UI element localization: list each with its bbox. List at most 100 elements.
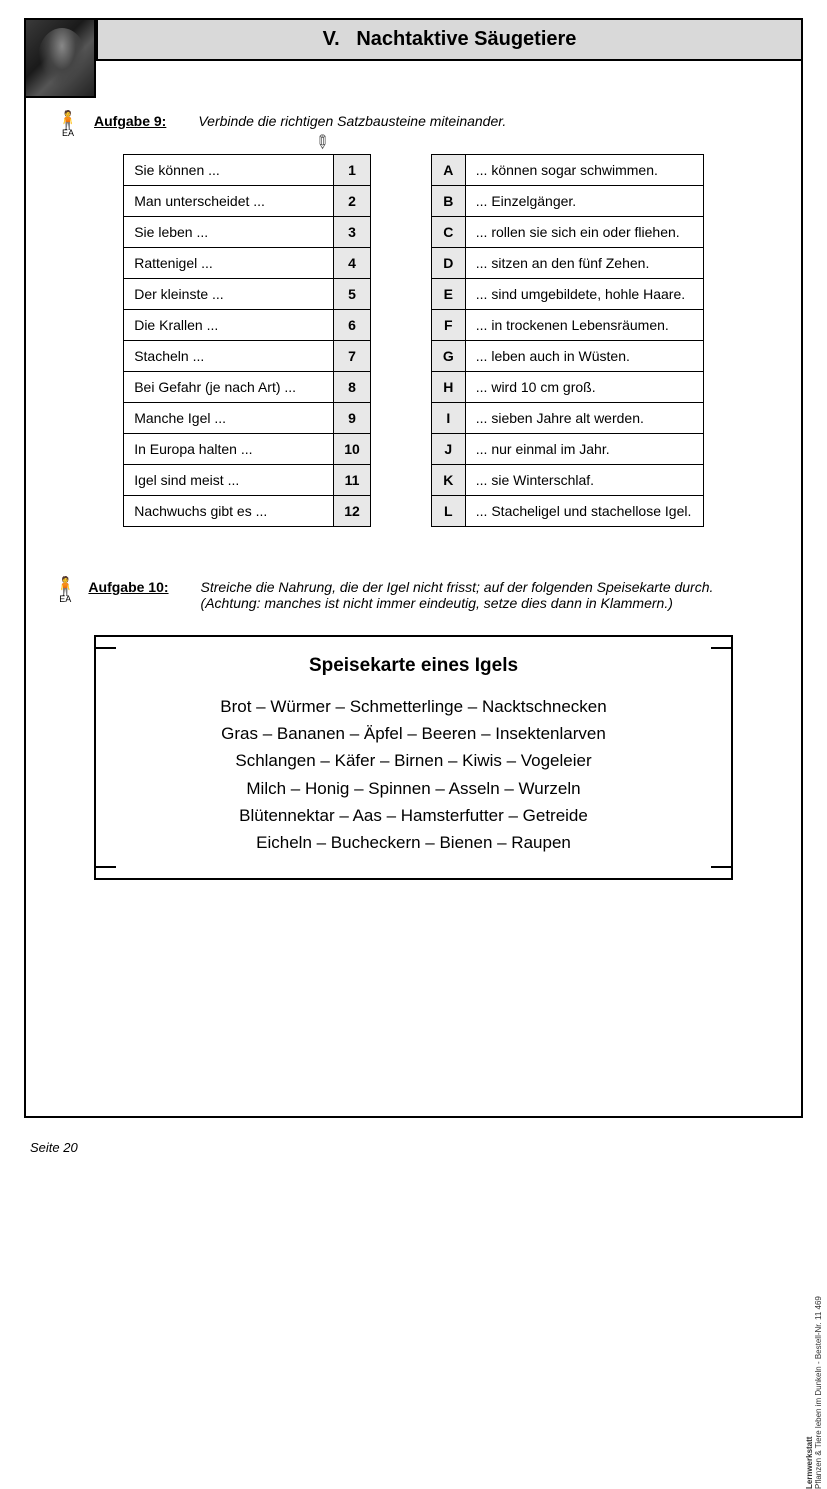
sentence-end: ... in trockenen Lebensräumen. <box>465 310 703 341</box>
sentence-start: In Europa halten ... <box>124 434 334 465</box>
number-cell: 5 <box>334 279 371 310</box>
number-cell: 2 <box>334 186 371 217</box>
sentence-end: ... sitzen an den fünf Zehen. <box>465 248 703 279</box>
letter-cell: I <box>431 403 465 434</box>
menu-line: Schlangen – Käfer – Birnen – Kiwis – Vog… <box>116 747 711 774</box>
sentence-end: ... sind umgebildete, hohle Haare. <box>465 279 703 310</box>
table-row: D... sitzen an den fünf Zehen. <box>431 248 703 279</box>
table-row: G... leben auch in Wüsten. <box>431 341 703 372</box>
task10-header: 🧍 EA Aufgabe 10: Streiche die Nahrung, d… <box>54 577 773 611</box>
number-cell: 11 <box>334 465 371 496</box>
letter-cell: B <box>431 186 465 217</box>
task9-header: 🧍 EA Aufgabe 9: Verbinde die richtigen S… <box>54 111 773 138</box>
table-row: J... nur einmal im Jahr. <box>431 434 703 465</box>
side-text: Lernwerkstatt Pflanzen & Tiere leben im … <box>805 1089 823 1489</box>
number-cell: 6 <box>334 310 371 341</box>
number-cell: 1 <box>334 155 371 186</box>
table-row: B... Einzelgänger. <box>431 186 703 217</box>
number-cell: 12 <box>334 496 371 527</box>
sentence-start: Rattenigel ... <box>124 248 334 279</box>
table-row: E... sind umgebildete, hohle Haare. <box>431 279 703 310</box>
task10-block: 🧍 EA Aufgabe 10: Streiche die Nahrung, d… <box>54 577 773 880</box>
sentence-end: ... Einzelgänger. <box>465 186 703 217</box>
table-row: Die Krallen ...6 <box>124 310 371 341</box>
sentence-end: ... leben auch in Wüsten. <box>465 341 703 372</box>
ea-label: EA <box>54 129 82 138</box>
menu-line: Eicheln – Bucheckern – Bienen – Raupen <box>116 829 711 856</box>
table-row: F... in trockenen Lebensräumen. <box>431 310 703 341</box>
letter-cell: C <box>431 217 465 248</box>
sentence-end: ... Stacheligel und stachellose Igel. <box>465 496 703 527</box>
side-title: Lernwerkstatt <box>805 1437 814 1489</box>
left-table: Sie können ...1Man unterscheidet ...2Sie… <box>123 154 371 527</box>
sentence-start: Die Krallen ... <box>124 310 334 341</box>
letter-cell: D <box>431 248 465 279</box>
sentence-start: Stacheln ... <box>124 341 334 372</box>
task9-instruction: Verbinde die richtigen Satzbausteine mit… <box>178 111 506 129</box>
menu-line: Gras – Bananen – Äpfel – Beeren – Insekt… <box>116 720 711 747</box>
table-row: C... rollen sie sich ein oder fliehen. <box>431 217 703 248</box>
table-row: I... sieben Jahre alt werden. <box>431 403 703 434</box>
number-cell: 4 <box>334 248 371 279</box>
number-cell: 7 <box>334 341 371 372</box>
side-subtitle: Pflanzen & Tiere leben im Dunkeln - Best… <box>814 1296 823 1489</box>
menu-line: Milch – Honig – Spinnen – Asseln – Wurze… <box>116 775 711 802</box>
chapter-title: Nachtaktive Säugetiere <box>356 28 576 50</box>
sentence-start: Der kleinste ... <box>124 279 334 310</box>
table-row: Sie können ...1 <box>124 155 371 186</box>
sentence-end: ... wird 10 cm groß. <box>465 372 703 403</box>
right-table: A... können sogar schwimmen.B... Einzelg… <box>431 154 704 527</box>
sentence-start: Man unterscheidet ... <box>124 186 334 217</box>
table-row: Man unterscheidet ...2 <box>124 186 371 217</box>
content-area: 🧍 EA Aufgabe 9: Verbinde die richtigen S… <box>26 61 801 900</box>
menu-lines: Brot – Würmer – Schmetterlinge – Nacktsc… <box>116 693 711 856</box>
sentence-start: Sie leben ... <box>124 217 334 248</box>
sentence-end: ... können sogar schwimmen. <box>465 155 703 186</box>
table-row: Bei Gefahr (je nach Art) ...8 <box>124 372 371 403</box>
table-row: Igel sind meist ...11 <box>124 465 371 496</box>
letter-cell: A <box>431 155 465 186</box>
task10-instruction: Streiche die Nahrung, die der Igel nicht… <box>181 577 773 611</box>
menu-box: Speisekarte eines Igels Brot – Würmer – … <box>94 635 733 880</box>
ea-icon: 🧍 EA <box>54 577 76 604</box>
task9-label: Aufgabe 9: <box>94 111 166 129</box>
table-row: Sie leben ...3 <box>124 217 371 248</box>
chapter-header: V. Nachtaktive Säugetiere <box>96 20 801 61</box>
ea-icon: 🧍 EA <box>54 111 82 138</box>
ea-label: EA <box>54 595 76 604</box>
table-row: L... Stacheligel und stachellose Igel. <box>431 496 703 527</box>
sentence-end: ... sie Winterschlaf. <box>465 465 703 496</box>
table-row: K... sie Winterschlaf. <box>431 465 703 496</box>
matching-tables: ✎ Sie können ...1Man unterscheidet ...2S… <box>54 154 773 527</box>
table-row: H... wird 10 cm groß. <box>431 372 703 403</box>
chapter-number: V. <box>323 28 340 50</box>
letter-cell: G <box>431 341 465 372</box>
sentence-start: Bei Gefahr (je nach Art) ... <box>124 372 334 403</box>
sentence-end: ... sieben Jahre alt werden. <box>465 403 703 434</box>
table-row: Rattenigel ...4 <box>124 248 371 279</box>
menu-line: Blütennektar – Aas – Hamsterfutter – Get… <box>116 802 711 829</box>
sentence-start: Sie können ... <box>124 155 334 186</box>
table-row: In Europa halten ...10 <box>124 434 371 465</box>
table-row: A... können sogar schwimmen. <box>431 155 703 186</box>
owl-image <box>24 18 96 98</box>
number-cell: 10 <box>334 434 371 465</box>
menu-title: Speisekarte eines Igels <box>116 655 711 677</box>
table-row: Manche Igel ...9 <box>124 403 371 434</box>
letter-cell: K <box>431 465 465 496</box>
menu-line: Brot – Würmer – Schmetterlinge – Nacktsc… <box>116 693 711 720</box>
letter-cell: F <box>431 310 465 341</box>
task10-label: Aufgabe 10: <box>88 577 168 595</box>
number-cell: 3 <box>334 217 371 248</box>
number-cell: 8 <box>334 372 371 403</box>
sentence-end: ... nur einmal im Jahr. <box>465 434 703 465</box>
sentence-start: Nachwuchs gibt es ... <box>124 496 334 527</box>
sentence-start: Igel sind meist ... <box>124 465 334 496</box>
table-row: Der kleinste ...5 <box>124 279 371 310</box>
page-frame: V. Nachtaktive Säugetiere 🧍 EA Aufgabe 9… <box>24 18 803 1118</box>
letter-cell: L <box>431 496 465 527</box>
letter-cell: J <box>431 434 465 465</box>
sentence-end: ... rollen sie sich ein oder fliehen. <box>465 217 703 248</box>
sentence-start: Manche Igel ... <box>124 403 334 434</box>
table-row: Nachwuchs gibt es ...12 <box>124 496 371 527</box>
